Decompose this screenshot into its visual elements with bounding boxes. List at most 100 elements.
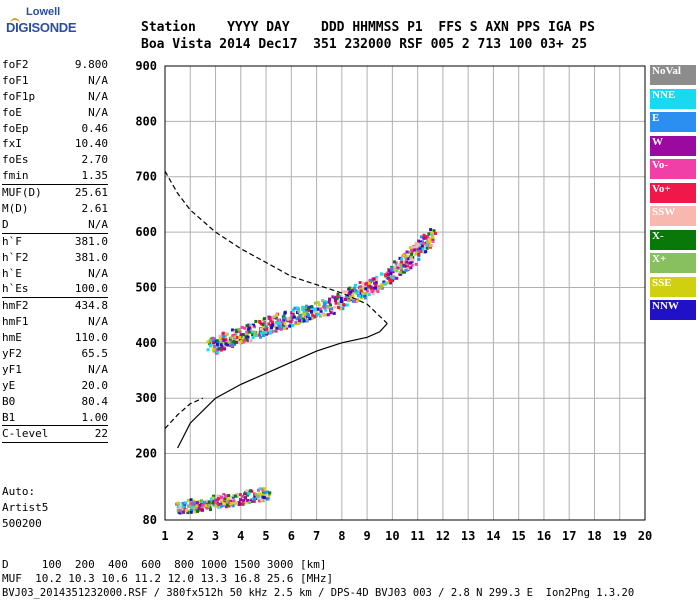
echo-point [283, 311, 287, 315]
echo-point [237, 327, 241, 331]
param-value: N/A [88, 362, 108, 376]
echo-point [333, 296, 337, 300]
echo-point [235, 494, 239, 498]
echo-point [222, 502, 226, 506]
echo-point [414, 262, 418, 266]
param-row: foF1 N/A [2, 73, 108, 89]
echo-point [242, 498, 246, 502]
y-tick-label: 80 [143, 513, 157, 527]
echo-point [230, 340, 234, 344]
echo-point [377, 286, 381, 290]
param-key: C-level [2, 427, 49, 441]
echo-point [222, 339, 226, 343]
profile-extrapolation-lower [164, 397, 204, 430]
echo-point [395, 269, 399, 273]
echo-point [255, 495, 259, 499]
echo-point [233, 330, 237, 334]
echo-point [313, 307, 317, 311]
echo-point [262, 317, 266, 321]
echo-point [181, 505, 185, 509]
param-value: 22 [94, 427, 108, 441]
echo-point [289, 316, 293, 320]
param-row: foE N/A [2, 105, 108, 121]
echo-point [391, 276, 395, 280]
param-row: hmF2 434.8 [2, 297, 108, 314]
echo-point [307, 309, 311, 313]
legend-item: W [650, 135, 696, 156]
echo-point [411, 258, 415, 262]
param-key: MUF(D) [2, 186, 42, 200]
echo-point [243, 492, 247, 496]
echo-point [268, 491, 272, 495]
echo-point [187, 504, 191, 508]
logo-lowell-text: Lowell [26, 6, 61, 18]
param-key: foF2 [2, 58, 29, 71]
echo-point [405, 260, 409, 264]
echo-point [264, 327, 268, 331]
echo-point [396, 263, 400, 267]
plot-frame [164, 65, 646, 521]
echo-point [240, 494, 244, 498]
echo-point [258, 487, 262, 491]
echo-point [197, 507, 201, 511]
echo-point [328, 297, 332, 301]
echo-point [214, 502, 218, 506]
echo-point [361, 291, 365, 295]
echo-point [219, 348, 223, 352]
echo-point [186, 498, 190, 502]
echo-point [232, 499, 236, 503]
echo-point [347, 295, 351, 299]
echo-point [310, 305, 314, 309]
param-value: 65.5 [81, 347, 109, 361]
echo-point [199, 503, 203, 507]
echo-point [214, 504, 218, 508]
echo-point [392, 260, 396, 264]
echo-point [358, 294, 362, 298]
echo-point [344, 290, 348, 294]
param-value: 110.0 [74, 331, 108, 345]
echo-point [415, 243, 419, 247]
echo-point [263, 487, 267, 491]
echo-point [272, 314, 276, 318]
param-value: 2.70 [81, 153, 109, 167]
echo-point [222, 345, 226, 349]
y-tick-label: 200 [135, 447, 157, 461]
echo-point [235, 492, 239, 496]
param-value: 100.0 [74, 282, 108, 296]
echo-point [297, 309, 301, 313]
echo-point [406, 267, 410, 271]
echo-point [231, 334, 235, 338]
legend-item: SSE [650, 276, 696, 297]
echo-point [429, 245, 433, 249]
echo-point [414, 241, 418, 245]
echo-point [363, 294, 367, 298]
echo-point [301, 308, 305, 312]
echo-point [184, 501, 188, 505]
echo-point [399, 271, 403, 275]
echo-point [353, 283, 357, 287]
echo-point [389, 281, 393, 285]
echo-point [424, 236, 428, 240]
echo-point [238, 340, 242, 344]
echo-point [365, 281, 369, 285]
echo-point [400, 266, 404, 270]
echo-point [431, 235, 435, 239]
echo-point [396, 265, 400, 269]
echo-point [372, 277, 376, 281]
echo-point [249, 489, 253, 493]
echo-point [207, 503, 211, 507]
echo-point [229, 500, 233, 504]
echo-point [211, 347, 215, 351]
echo-point [214, 348, 218, 352]
param-row: B1 1.00 [2, 410, 108, 426]
echo-point [252, 323, 256, 327]
echo-point [354, 288, 358, 292]
x-tick-label: 7 [313, 529, 320, 543]
echo-point [419, 235, 423, 239]
echo-point [259, 331, 263, 335]
echo-point [412, 248, 416, 252]
echo-point [206, 348, 210, 352]
y-tick-label: 700 [135, 170, 157, 184]
echo-point [252, 325, 256, 329]
echo-point [219, 341, 223, 345]
